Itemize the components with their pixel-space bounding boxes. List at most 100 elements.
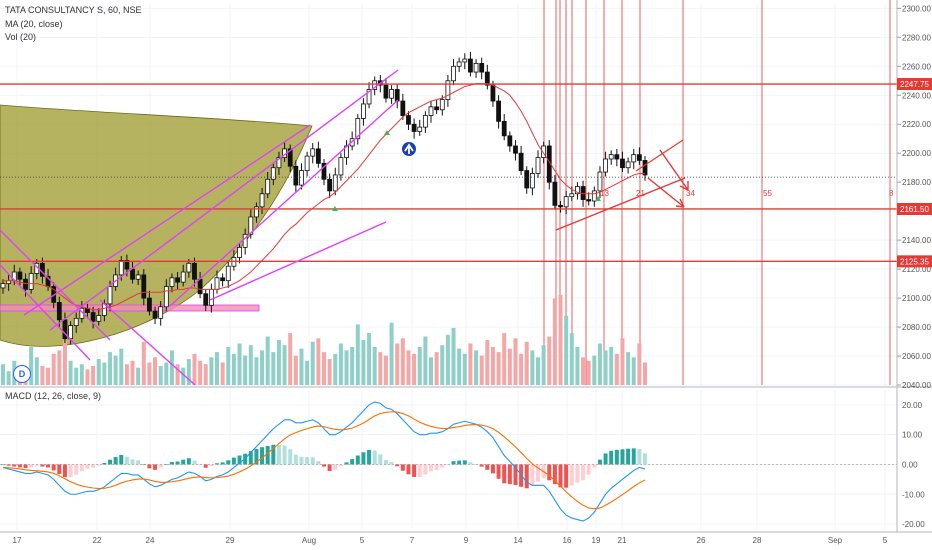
volume-bar [305, 360, 310, 385]
volume-bar [96, 359, 101, 385]
macd-histogram-bar [1, 464, 5, 466]
volume-bar [108, 352, 112, 385]
candle-body [569, 193, 575, 198]
macd-histogram-bar [203, 464, 208, 468]
volume-bar [485, 340, 490, 385]
macd-histogram-bar [383, 460, 388, 465]
signal-marker [384, 130, 390, 135]
volume-bar [445, 334, 450, 385]
macd-histogram-bar [412, 464, 417, 477]
price-tick-label: 2220.00 [902, 120, 931, 129]
candle-body [214, 277, 220, 290]
volume-bar [355, 324, 360, 385]
macd-histogram-bar [198, 463, 203, 465]
macd-histogram-bar [586, 464, 591, 475]
volume-bar [226, 346, 231, 385]
candle-body [535, 157, 541, 174]
macd-histogram-bar [530, 464, 535, 486]
macd-histogram-bar [496, 464, 501, 479]
macd-histogram-bar [338, 464, 343, 467]
volume-bar [68, 360, 73, 385]
candle-body [28, 273, 34, 290]
macd-histogram-bar [603, 453, 608, 465]
macd-histogram-bar [220, 462, 225, 465]
macd-histogram-bar [141, 464, 146, 466]
candle-body [270, 167, 276, 180]
time-tick-label: 5 [883, 536, 888, 545]
macd-histogram-bar [192, 460, 197, 465]
candle-body [603, 158, 608, 173]
macd-histogram-bar [316, 461, 321, 465]
macd-histogram-bar [299, 456, 304, 465]
macd-histogram-bar [147, 464, 152, 469]
macd-histogram-bar [153, 464, 158, 470]
macd-legend[interactable]: MACD (12, 26, close, 9) [5, 391, 102, 401]
macd-histogram-bar [451, 461, 456, 465]
volume-bar [147, 362, 152, 385]
candle-body [169, 277, 175, 287]
candle-body [0, 283, 6, 289]
volume-bar [34, 357, 39, 385]
macd-histogram-bar [350, 459, 355, 465]
volume-bar [333, 353, 338, 385]
macd-histogram-bar [547, 464, 552, 481]
candle-body [462, 58, 468, 63]
candle-body [23, 278, 28, 290]
time-tick-label: 24 [146, 536, 155, 545]
macd-histogram-bar [378, 454, 383, 465]
candle-body [591, 190, 597, 202]
volume-bar [293, 355, 298, 385]
candle-body [130, 268, 135, 280]
candle-body [135, 274, 141, 280]
volume-bar [434, 352, 439, 385]
macd-histogram-bar [136, 460, 141, 465]
ma-legend[interactable]: MA (20, close) [5, 19, 63, 29]
candle-body [355, 118, 361, 140]
macd-histogram-bar [175, 461, 180, 465]
time-tick-label: 5 [360, 536, 365, 545]
volume-bar [468, 343, 473, 385]
candle-body [197, 278, 203, 295]
price-tick-label: 2040.00 [902, 381, 931, 390]
candle-body [321, 162, 327, 180]
macd-histogram-bar [17, 464, 22, 468]
candle-body [361, 103, 366, 119]
macd-grid [0, 390, 897, 530]
candle-body [287, 148, 293, 167]
source-badge[interactable]: D [13, 365, 31, 383]
time-tick-label: 17 [13, 536, 22, 545]
macd-histogram-bar [581, 464, 586, 481]
candle-body [259, 193, 265, 208]
macd-histogram-bar [372, 450, 377, 465]
volume-bar [597, 343, 602, 385]
macd-histogram-bar [462, 460, 467, 465]
volume-bar [462, 353, 467, 385]
volume-bar [378, 352, 383, 385]
volume-bar [248, 345, 253, 385]
volume-bar [175, 364, 180, 385]
volume-bar [260, 350, 265, 385]
trendline [209, 221, 387, 301]
price-tick-label: 2060.00 [902, 352, 931, 361]
macd-histogram-bar [406, 464, 411, 475]
volume-bar [631, 357, 636, 385]
macd-tick-label: 0.00 [902, 460, 918, 469]
volume-bar [203, 364, 208, 385]
candle-body [124, 260, 130, 270]
volume-bar [490, 346, 495, 385]
volume-bar [316, 338, 321, 385]
drawing-annotations-front [0, 69, 897, 386]
candlestick-series [0, 51, 648, 345]
volume-bar [586, 360, 591, 385]
volume-bar [237, 343, 242, 385]
volume-legend[interactable]: Vol (20) [5, 32, 37, 42]
volume-bar [643, 362, 647, 385]
volume-bar [113, 355, 118, 385]
volume-bar [79, 364, 84, 385]
volume-bar [62, 340, 67, 385]
volume-bar [603, 350, 608, 385]
macd-histogram-bar [265, 446, 270, 465]
candle-body [552, 181, 558, 206]
volume-bar [130, 360, 135, 385]
volume-bars [1, 295, 647, 385]
